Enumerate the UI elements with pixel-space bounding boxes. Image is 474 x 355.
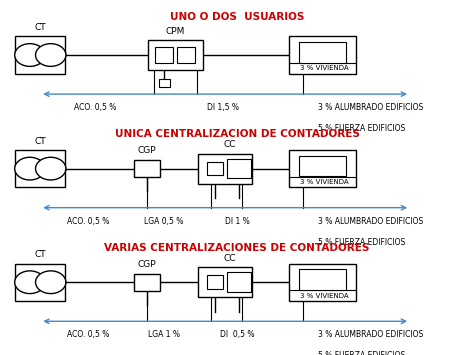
Text: CGP: CGP [137, 260, 156, 269]
Bar [155, 47, 173, 63]
Text: LGA 0,5 %: LGA 0,5 % [144, 217, 183, 225]
Bar [16, 37, 65, 74]
Bar [16, 263, 65, 301]
Text: 3 % VIVIENDA: 3 % VIVIENDA [301, 65, 349, 71]
Circle shape [36, 157, 66, 180]
Text: 5 % FUERZA EDIFICIOS: 5 % FUERZA EDIFICIOS [318, 124, 405, 133]
Text: CC: CC [224, 254, 236, 263]
Text: 5 % FUERZA EDIFICIOS: 5 % FUERZA EDIFICIOS [318, 238, 405, 247]
Text: DI 1,5 %: DI 1,5 % [207, 103, 239, 112]
Text: UNO O DOS  USUARIOS: UNO O DOS USUARIOS [170, 12, 304, 22]
Circle shape [15, 271, 45, 294]
Text: ACO. 0,5 %: ACO. 0,5 % [66, 217, 109, 225]
Circle shape [15, 44, 45, 66]
Circle shape [36, 271, 66, 294]
Text: 3 % ALUMBRADO EDIFICIOS: 3 % ALUMBRADO EDIFICIOS [318, 103, 423, 112]
Circle shape [36, 44, 66, 66]
Text: UNICA CENTRALIZACION DE CONTADORES: UNICA CENTRALIZACION DE CONTADORES [115, 129, 359, 138]
Text: LGA 1 %: LGA 1 % [147, 330, 180, 339]
Text: CGP: CGP [137, 146, 156, 155]
Text: CT: CT [35, 137, 46, 146]
Bar [299, 42, 346, 62]
Bar [16, 150, 65, 187]
Bar [289, 37, 356, 74]
Text: 5 % FUERZA EDIFICIOS: 5 % FUERZA EDIFICIOS [318, 351, 405, 355]
Text: DI  0,5 %: DI 0,5 % [220, 330, 254, 339]
Bar [198, 267, 252, 297]
Bar [299, 269, 346, 290]
Text: VARIAS CENTRALIZACIONES DE CONTADORES: VARIAS CENTRALIZACIONES DE CONTADORES [104, 243, 370, 253]
Text: CC: CC [224, 140, 236, 149]
Circle shape [15, 157, 45, 180]
Bar [134, 274, 160, 291]
Bar [227, 159, 251, 178]
Bar [289, 263, 356, 301]
Text: ACO. 0,5 %: ACO. 0,5 % [73, 103, 116, 112]
Text: 3 % VIVIENDA: 3 % VIVIENDA [301, 293, 349, 299]
Text: 3 % VIVIENDA: 3 % VIVIENDA [301, 179, 349, 185]
Bar [159, 79, 170, 87]
Bar [299, 155, 346, 176]
Bar [207, 162, 223, 175]
Bar [227, 273, 251, 292]
Bar [148, 40, 202, 70]
Text: DI 1 %: DI 1 % [225, 217, 249, 225]
Bar [289, 150, 356, 187]
Bar [207, 275, 223, 289]
Bar [198, 153, 252, 184]
Text: CT: CT [35, 23, 46, 32]
Text: 3 % ALUMBRADO EDIFICIOS: 3 % ALUMBRADO EDIFICIOS [318, 330, 423, 339]
Bar [134, 160, 160, 177]
Text: CT: CT [35, 250, 46, 259]
Text: 3 % ALUMBRADO EDIFICIOS: 3 % ALUMBRADO EDIFICIOS [318, 217, 423, 225]
Bar [177, 47, 195, 63]
Text: ACO. 0,5 %: ACO. 0,5 % [66, 330, 109, 339]
Text: CPM: CPM [166, 27, 185, 36]
